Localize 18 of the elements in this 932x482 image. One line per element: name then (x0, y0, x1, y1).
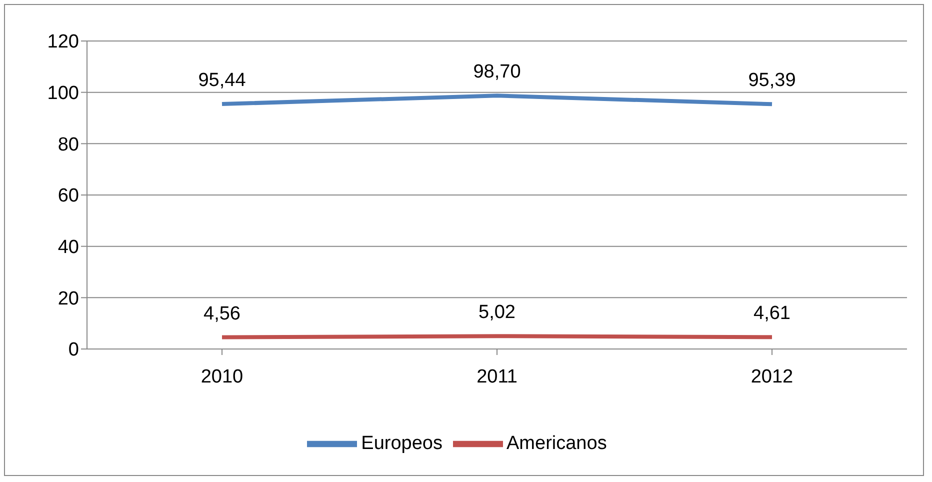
y-tick-label: 20 (58, 288, 79, 310)
y-tick-label: 0 (68, 340, 79, 361)
data-label: 4,61 (754, 303, 790, 324)
data-label: 95,44 (198, 70, 246, 92)
data-label: 95,39 (748, 70, 796, 92)
y-tick-label: 100 (47, 83, 79, 104)
y-tick-label: 120 (47, 32, 79, 53)
y-tick-label: 60 (58, 186, 79, 207)
legend-label: Europeos (361, 433, 442, 454)
data-label: 98,70 (473, 62, 521, 83)
y-tick-label: 40 (58, 237, 79, 258)
y-tick-label: 80 (58, 134, 79, 156)
legend-label: Americanos (506, 433, 607, 454)
x-tick-label: 2011 (476, 366, 518, 388)
data-label: 4,56 (204, 303, 240, 324)
x-tick-label: 2012 (750, 366, 794, 388)
data-label: 5,02 (478, 302, 516, 324)
x-tick-label: 2010 (200, 366, 244, 388)
